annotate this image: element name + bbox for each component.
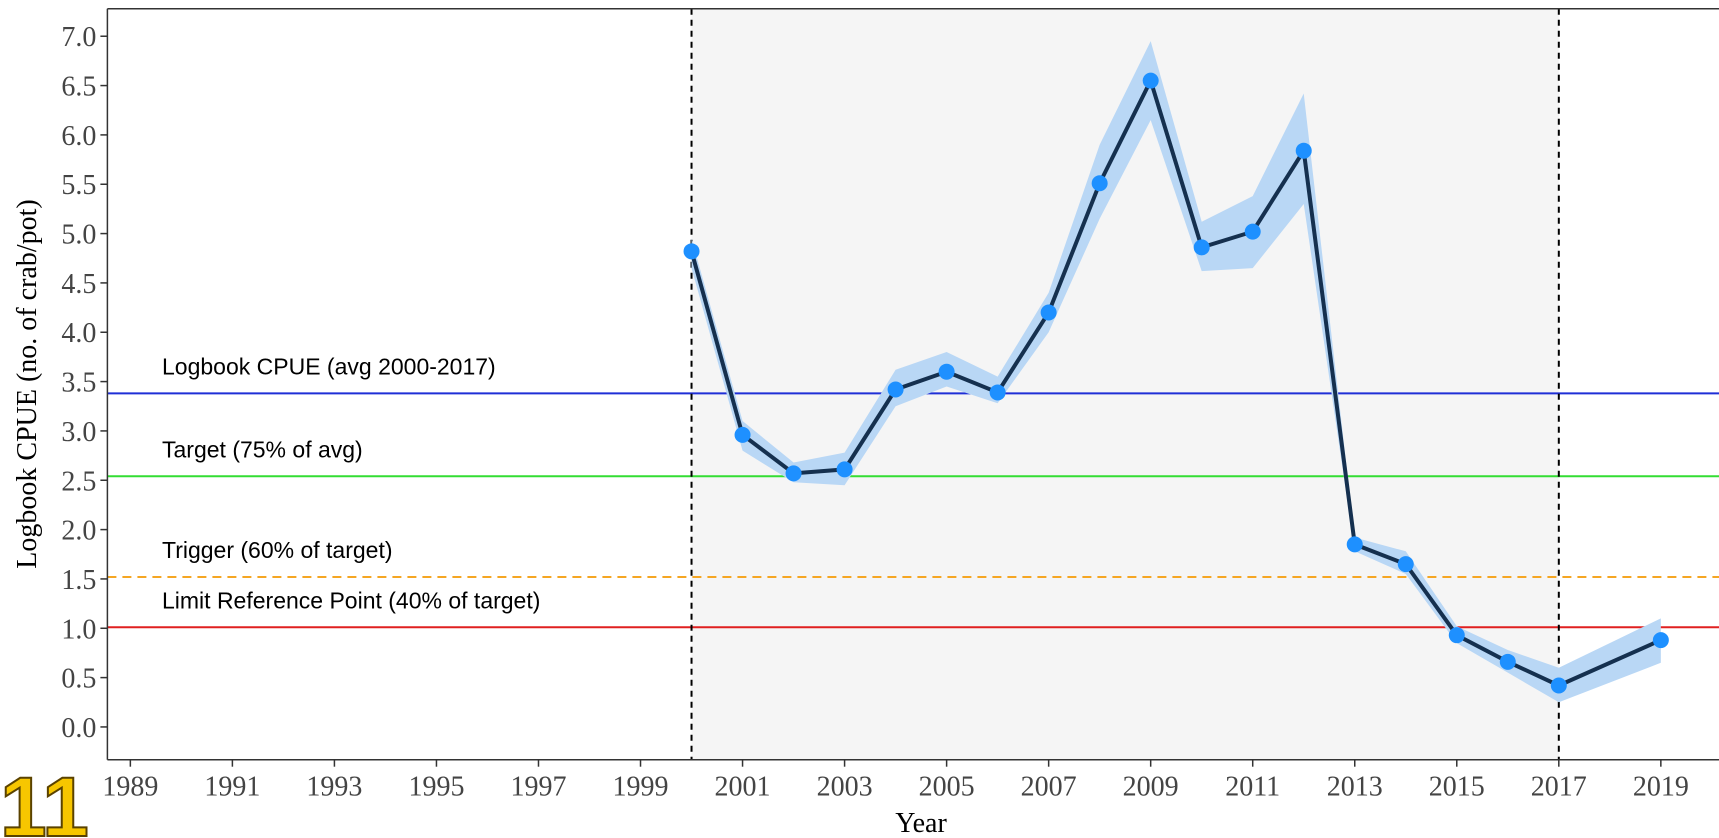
x-tick-label: 2009 xyxy=(1123,772,1179,803)
data-point xyxy=(683,243,700,260)
data-point xyxy=(1193,239,1210,256)
y-tick-label: 0.0 xyxy=(61,713,96,744)
x-tick-label: 1989 xyxy=(102,772,158,803)
data-point xyxy=(887,381,904,398)
data-point xyxy=(989,384,1006,401)
x-tick-label: 2001 xyxy=(715,772,771,803)
y-tick-label: 1.5 xyxy=(61,565,96,596)
x-tick-label: 1991 xyxy=(204,772,260,803)
y-tick-label: 5.5 xyxy=(61,170,96,201)
reference-label: Target (75% of avg) xyxy=(162,436,363,462)
data-point xyxy=(836,461,853,478)
data-point xyxy=(785,465,802,482)
y-tick-label: 1.0 xyxy=(61,614,96,645)
y-tick-label: 6.0 xyxy=(61,121,96,152)
x-tick-label: 2013 xyxy=(1327,772,1383,803)
y-tick-label: 2.0 xyxy=(61,516,96,547)
x-tick-label: 2005 xyxy=(919,772,975,803)
data-point xyxy=(1091,175,1108,192)
data-point xyxy=(1040,304,1057,321)
x-tick-label: 2011 xyxy=(1225,772,1280,803)
y-tick-label: 5.0 xyxy=(61,220,96,251)
x-tick-label: 2017 xyxy=(1531,772,1587,803)
y-tick-label: 7.0 xyxy=(61,22,96,53)
overlay-label: 11 xyxy=(0,760,89,838)
x-tick-label: 2007 xyxy=(1021,772,1077,803)
data-point xyxy=(1244,223,1261,240)
data-point xyxy=(1448,627,1465,644)
x-tick-label: 2019 xyxy=(1633,772,1689,803)
y-tick-label: 2.5 xyxy=(61,466,96,497)
x-tick-label: 2003 xyxy=(817,772,873,803)
data-point xyxy=(1652,632,1669,649)
reference-label: Trigger (60% of target) xyxy=(162,537,393,563)
x-tick-label: 1995 xyxy=(408,772,464,803)
data-point xyxy=(1397,556,1414,573)
x-tick-label: 1999 xyxy=(613,772,669,803)
data-point xyxy=(938,363,955,380)
data-point xyxy=(734,426,751,443)
data-point xyxy=(1499,653,1516,670)
y-tick-label: 6.5 xyxy=(61,72,96,103)
data-point xyxy=(1550,677,1567,694)
y-tick-label: 4.5 xyxy=(61,269,96,300)
y-tick-label: 3.0 xyxy=(61,417,96,448)
data-point xyxy=(1295,142,1312,159)
data-point xyxy=(1142,72,1159,89)
reference-label: Limit Reference Point (40% of target) xyxy=(162,587,540,613)
y-tick-label: 4.0 xyxy=(61,318,96,349)
y-axis-title: Logbook CPUE (no. of crab/pot) xyxy=(12,199,43,568)
reference-label: Logbook CPUE (avg 2000-2017) xyxy=(162,353,496,379)
x-tick-label: 1993 xyxy=(306,772,362,803)
x-tick-label: 1997 xyxy=(510,772,566,803)
x-axis-title: Year xyxy=(895,808,947,838)
x-tick-label: 2015 xyxy=(1429,772,1485,803)
confidence-band xyxy=(691,41,1661,703)
y-tick-label: 3.5 xyxy=(61,368,96,399)
y-tick-label: 0.5 xyxy=(61,664,96,695)
data-point xyxy=(1346,536,1363,553)
